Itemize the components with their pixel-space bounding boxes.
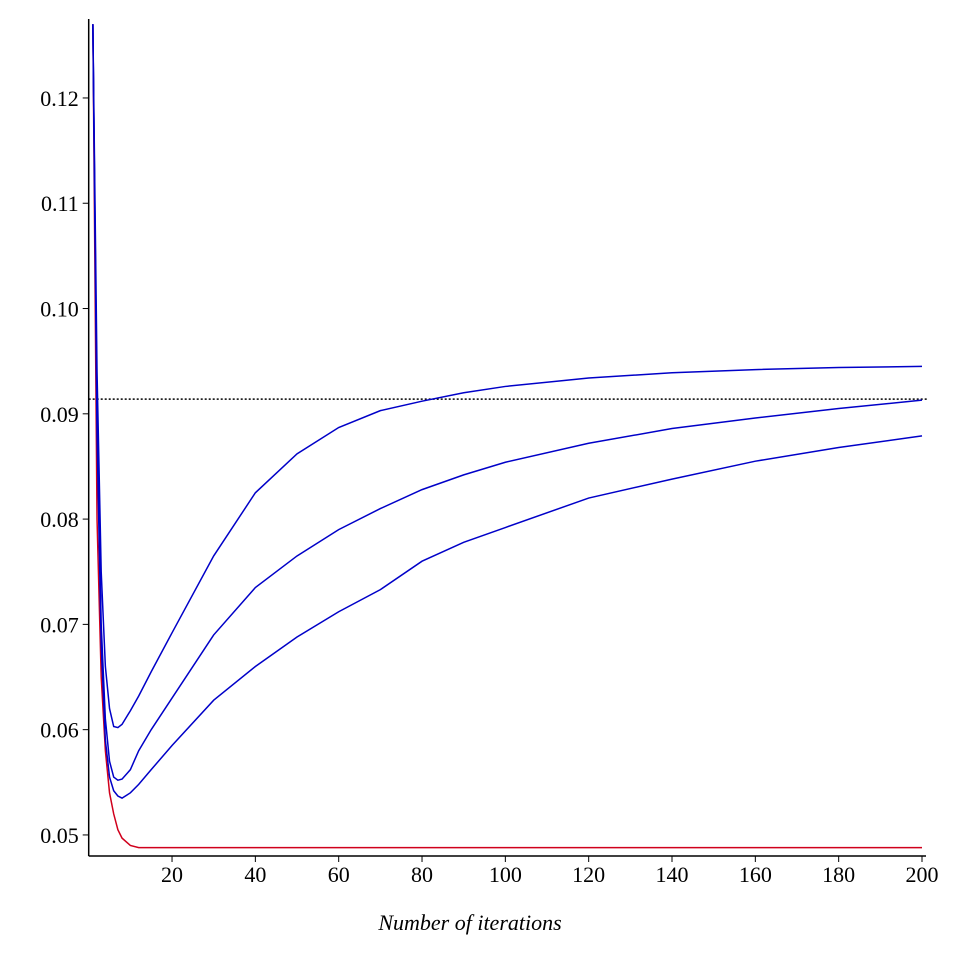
x-axis-label: Number of iterations — [377, 910, 561, 935]
series-line — [92, 24, 923, 799]
x-tick-label: 60 — [328, 862, 350, 887]
y-tick-label: 0.11 — [41, 191, 79, 216]
x-tick-label: 200 — [906, 862, 939, 887]
x-tick-label: 100 — [489, 862, 522, 887]
y-tick-label: 0.09 — [40, 402, 79, 427]
y-tick-label: 0.10 — [40, 297, 79, 322]
x-tick-label: 80 — [411, 862, 433, 887]
series-line — [92, 24, 923, 782]
x-tick-label: 40 — [244, 862, 266, 887]
y-tick-label: 0.12 — [40, 86, 79, 111]
x-tick-label: 20 — [161, 862, 183, 887]
x-tick-label: 180 — [822, 862, 855, 887]
y-tick-label: 0.06 — [40, 718, 79, 743]
series-line — [92, 24, 923, 729]
y-tick-label: 0.07 — [40, 612, 79, 637]
x-tick-label: 160 — [739, 862, 772, 887]
series-line — [92, 24, 922, 849]
y-tick-label: 0.08 — [40, 507, 79, 532]
x-tick-label: 120 — [572, 862, 605, 887]
y-tick-label: 0.05 — [40, 823, 79, 848]
x-tick-label: 140 — [656, 862, 689, 887]
